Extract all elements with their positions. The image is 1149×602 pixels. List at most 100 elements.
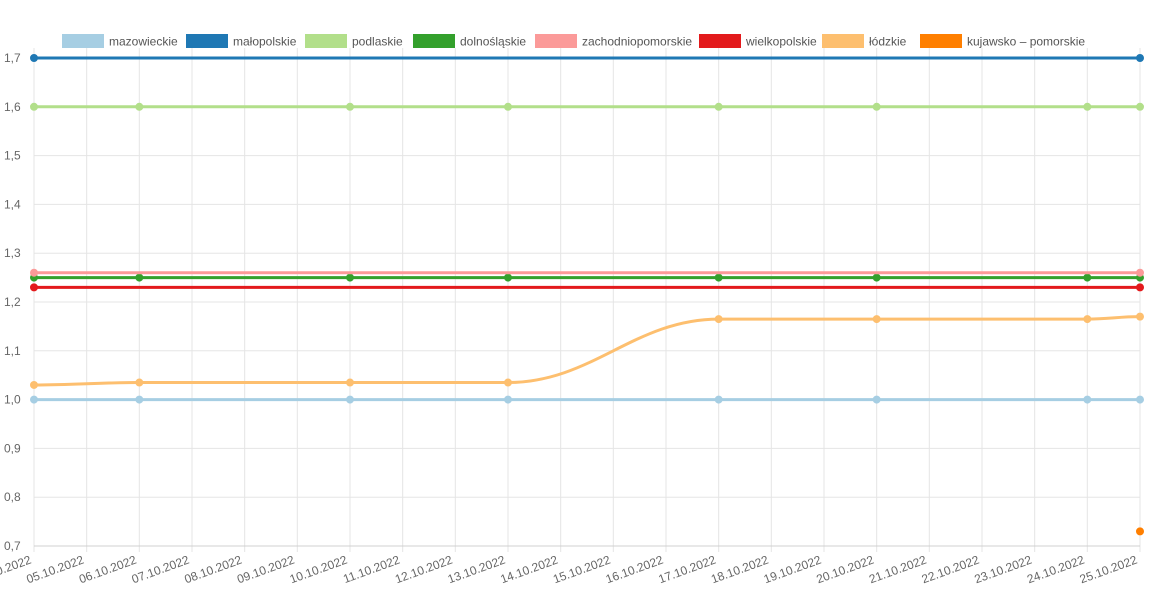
data-point[interactable] bbox=[30, 395, 38, 404]
grid bbox=[33, 48, 1141, 552]
series-7 bbox=[1136, 527, 1144, 536]
data-point[interactable] bbox=[30, 268, 38, 277]
data-point[interactable] bbox=[1136, 268, 1144, 277]
data-point[interactable] bbox=[714, 315, 723, 324]
x-axis: 04.10.202205.10.202206.10.202207.10.2022… bbox=[0, 545, 1140, 587]
data-point[interactable] bbox=[30, 102, 38, 111]
legend-label: zachodniopomorskie bbox=[582, 35, 692, 49]
x-tick-label: 20.10.2022 bbox=[814, 553, 876, 587]
x-tick-label: 19.10.2022 bbox=[762, 553, 824, 587]
data-point[interactable] bbox=[1083, 273, 1092, 282]
y-tick-label: 0,9 bbox=[4, 441, 21, 455]
legend-item[interactable]: małopolskie bbox=[186, 34, 297, 49]
data-point[interactable] bbox=[135, 378, 144, 387]
data-point[interactable] bbox=[1136, 395, 1144, 404]
x-tick-label: 23.10.2022 bbox=[972, 553, 1034, 587]
data-point[interactable] bbox=[504, 273, 512, 282]
series-0 bbox=[30, 395, 1144, 404]
data-point[interactable] bbox=[30, 283, 38, 292]
legend-item[interactable]: kujawsko – pomorskie bbox=[920, 34, 1085, 49]
legend-item[interactable]: zachodniopomorskie bbox=[535, 34, 692, 49]
data-point[interactable] bbox=[504, 378, 512, 387]
data-point[interactable] bbox=[1136, 283, 1144, 292]
x-tick-label: 13.10.2022 bbox=[446, 553, 508, 587]
legend-label: dolnośląskie bbox=[460, 35, 526, 49]
series-4 bbox=[30, 268, 1144, 277]
legend-swatch bbox=[413, 34, 455, 48]
data-point[interactable] bbox=[1083, 395, 1092, 404]
legend-swatch bbox=[305, 34, 347, 48]
x-tick-label: 10.10.2022 bbox=[288, 553, 350, 587]
x-tick-label: 12.10.2022 bbox=[393, 553, 455, 587]
legend-label: mazowieckie bbox=[109, 35, 178, 49]
legend-item[interactable]: dolnośląskie bbox=[413, 34, 526, 49]
legend-swatch bbox=[699, 34, 741, 48]
data-point[interactable] bbox=[1136, 102, 1144, 111]
data-point[interactable] bbox=[135, 102, 144, 111]
legend-swatch bbox=[822, 34, 864, 48]
data-point[interactable] bbox=[872, 395, 881, 404]
y-tick-label: 1,5 bbox=[4, 149, 21, 163]
data-point[interactable] bbox=[346, 378, 354, 387]
x-tick-label: 09.10.2022 bbox=[235, 553, 297, 587]
legend-label: małopolskie bbox=[233, 35, 297, 49]
data-point[interactable] bbox=[135, 273, 144, 282]
x-tick-label: 08.10.2022 bbox=[182, 553, 244, 587]
data-point[interactable] bbox=[714, 273, 723, 282]
x-tick-label: 05.10.2022 bbox=[24, 553, 86, 587]
x-tick-label: 07.10.2022 bbox=[130, 553, 192, 587]
x-tick-label: 14.10.2022 bbox=[498, 553, 560, 587]
series-3 bbox=[30, 273, 1144, 282]
y-tick-label: 0,7 bbox=[4, 539, 21, 553]
legend-item[interactable]: mazowieckie bbox=[62, 34, 178, 49]
legend-label: wielkopolskie bbox=[745, 35, 817, 49]
data-point[interactable] bbox=[30, 54, 38, 62]
data-point[interactable] bbox=[346, 395, 354, 404]
data-point[interactable] bbox=[714, 395, 723, 404]
legend[interactable]: mazowieckie małopolskie podlaskie dolnośląs… bbox=[62, 34, 1085, 49]
series-2 bbox=[30, 102, 1144, 111]
data-point[interactable] bbox=[1083, 102, 1092, 111]
data-point[interactable] bbox=[1083, 315, 1092, 324]
legend-swatch bbox=[920, 34, 962, 48]
y-tick-label: 1,0 bbox=[4, 393, 21, 407]
data-point[interactable] bbox=[135, 395, 144, 404]
data-point[interactable] bbox=[504, 395, 512, 404]
y-tick-label: 1,3 bbox=[4, 246, 21, 260]
y-axis: 0,7 0,8 0,9 1,0 1,1 1,2 1,3 1,4 1,5 1,6 1,7 bbox=[4, 51, 21, 553]
data-point[interactable] bbox=[504, 102, 512, 111]
series-5 bbox=[30, 283, 1144, 292]
legend-item[interactable]: podlaskie bbox=[305, 34, 403, 49]
data-point[interactable] bbox=[346, 102, 354, 111]
data-point[interactable] bbox=[872, 315, 881, 324]
data-point[interactable] bbox=[1136, 54, 1144, 62]
legend-item[interactable]: łódzkie bbox=[822, 34, 907, 49]
x-tick-label: 24.10.2022 bbox=[1025, 553, 1087, 587]
x-tick-label: 17.10.2022 bbox=[656, 553, 718, 587]
data-point[interactable] bbox=[872, 102, 881, 111]
data-point[interactable] bbox=[346, 273, 354, 282]
legend-swatch bbox=[535, 34, 577, 48]
x-tick-label: 16.10.2022 bbox=[604, 553, 666, 587]
x-tick-label: 11.10.2022 bbox=[341, 553, 402, 587]
series-line bbox=[33, 315, 1141, 387]
legend-swatch bbox=[186, 34, 228, 48]
data-point[interactable] bbox=[714, 102, 723, 111]
legend-item[interactable]: wielkopolskie bbox=[699, 34, 817, 49]
x-tick-label: 15.10.2022 bbox=[551, 553, 613, 587]
legend-label: kujawsko – pomorskie bbox=[967, 35, 1085, 49]
series-lines bbox=[30, 54, 1144, 536]
x-tick-label: 25.10.2022 bbox=[1078, 553, 1140, 587]
y-tick-label: 1,6 bbox=[4, 100, 21, 114]
data-point[interactable] bbox=[1136, 527, 1144, 536]
y-tick-label: 1,2 bbox=[4, 295, 21, 309]
y-tick-label: 1,4 bbox=[4, 197, 21, 211]
series-6 bbox=[30, 312, 1144, 389]
data-point[interactable] bbox=[872, 273, 881, 282]
data-point[interactable] bbox=[30, 380, 38, 389]
data-point[interactable] bbox=[1136, 312, 1144, 321]
x-tick-label: 21.10.2022 bbox=[867, 553, 929, 587]
y-tick-label: 0,8 bbox=[4, 490, 21, 504]
